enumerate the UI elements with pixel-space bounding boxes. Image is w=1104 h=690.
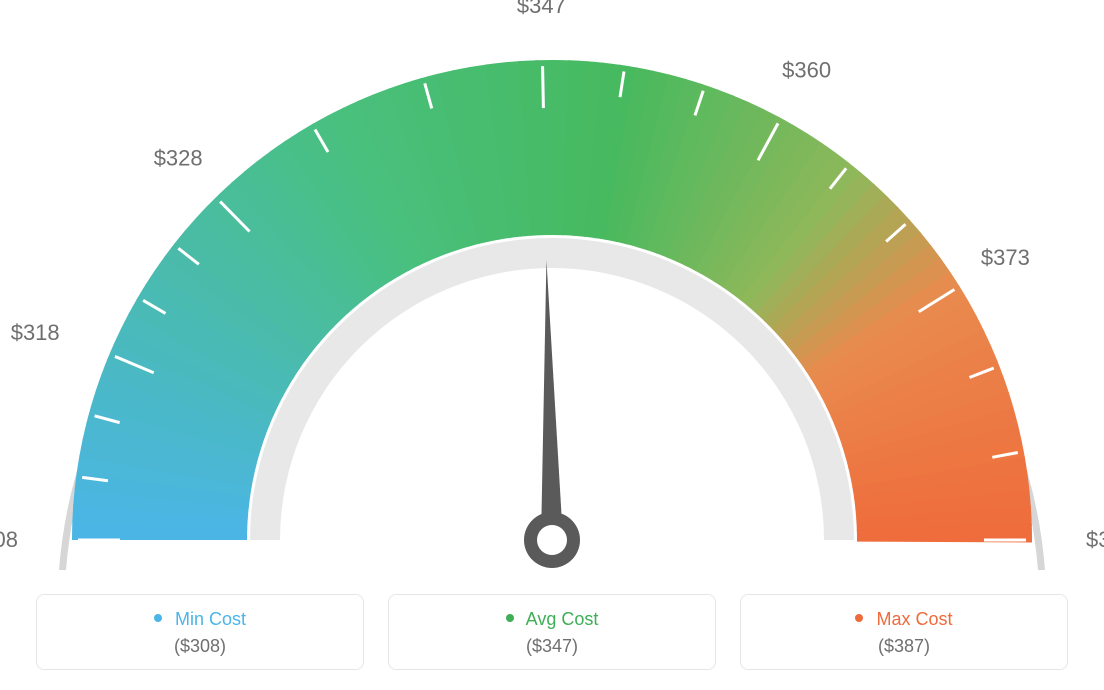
dot-icon xyxy=(506,614,514,622)
legend-label-text: Min Cost xyxy=(175,609,246,629)
needle-hub-inner xyxy=(537,525,567,555)
legend-card-max: Max Cost ($387) xyxy=(740,594,1068,670)
needle xyxy=(541,260,563,540)
dot-icon xyxy=(855,614,863,622)
tick-label: $347 xyxy=(517,0,566,18)
gauge-area: $308 $318 $328 $347 $360 $373 $387 xyxy=(0,0,1104,570)
tick-label: $387 xyxy=(1086,527,1104,552)
legend-label-avg: Avg Cost xyxy=(389,609,715,630)
tick-label: $318 xyxy=(11,320,60,345)
legend-label-min: Min Cost xyxy=(37,609,363,630)
tick-label: $308 xyxy=(0,527,18,552)
dot-icon xyxy=(154,614,162,622)
chart-wrap: $308 $318 $328 $347 $360 $373 $387 Min Cost ($… xyxy=(0,0,1104,690)
legend-card-avg: Avg Cost ($347) xyxy=(388,594,716,670)
legend-label-text: Max Cost xyxy=(876,609,952,629)
legend-label-text: Avg Cost xyxy=(526,609,599,629)
legend-value-min: ($308) xyxy=(37,636,363,657)
gauge-svg: $308 $318 $328 $347 $360 $373 $387 xyxy=(0,0,1104,570)
tick-label: $360 xyxy=(782,58,831,83)
legend-value-max: ($387) xyxy=(741,636,1067,657)
legend-card-min: Min Cost ($308) xyxy=(36,594,364,670)
legend-label-max: Max Cost xyxy=(741,609,1067,630)
tick-label: $373 xyxy=(981,245,1030,270)
legend-value-avg: ($347) xyxy=(389,636,715,657)
tick-label: $328 xyxy=(154,146,203,171)
legend-row: Min Cost ($308) Avg Cost ($347) Max Cost… xyxy=(0,594,1104,670)
